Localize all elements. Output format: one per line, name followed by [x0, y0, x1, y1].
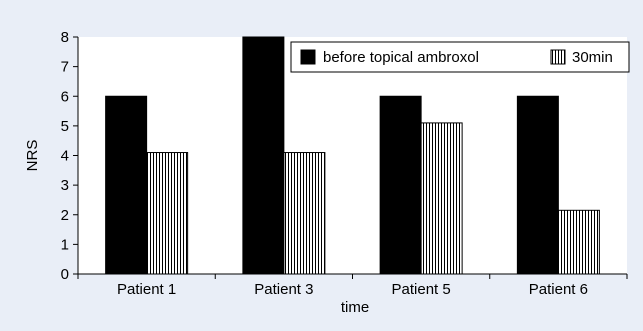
legend-swatch-before [300, 49, 316, 65]
y-tick-label: 5 [61, 118, 69, 135]
bar-before-patient-6 [516, 95, 559, 275]
bar-30min-patient-3 [283, 152, 326, 275]
y-tick-label: 7 [61, 59, 69, 76]
legend: before topical ambroxol 30min [290, 41, 630, 73]
legend-label-30min: 30min [572, 49, 613, 66]
legend-swatch-30min [550, 49, 566, 65]
y-tick-label: 0 [61, 266, 69, 283]
bar-before-patient-1 [105, 95, 148, 275]
y-tick-label: 6 [61, 88, 69, 105]
y-tick-label: 8 [61, 29, 69, 46]
bar-30min-patient-1 [146, 152, 189, 275]
bar-30min-patient-5 [420, 122, 463, 275]
y-tick-label: 2 [61, 207, 69, 224]
y-axis-title: NRS [24, 140, 41, 172]
x-axis: Patient 1 Patient 3 Patient 5 Patient 6 [77, 273, 628, 298]
y-tick-label: 4 [61, 148, 69, 165]
bar-30min-patient-6 [557, 209, 600, 275]
legend-label-before: before topical ambroxol [323, 49, 479, 66]
y-tick-label: 3 [61, 177, 69, 194]
x-category-label: Patient 3 [254, 281, 313, 298]
bars-layer [105, 36, 600, 275]
x-category-label: Patient 5 [392, 281, 451, 298]
bar-before-patient-3 [242, 36, 285, 275]
y-axis: 0 1 2 3 4 5 6 7 8 [61, 29, 79, 283]
y-tick-label: 1 [61, 236, 69, 253]
bar-before-patient-5 [379, 95, 422, 275]
x-category-label: Patient 6 [529, 281, 588, 298]
x-axis-title: time [341, 299, 369, 316]
x-category-label: Patient 1 [117, 281, 176, 298]
legend-box [290, 41, 630, 73]
